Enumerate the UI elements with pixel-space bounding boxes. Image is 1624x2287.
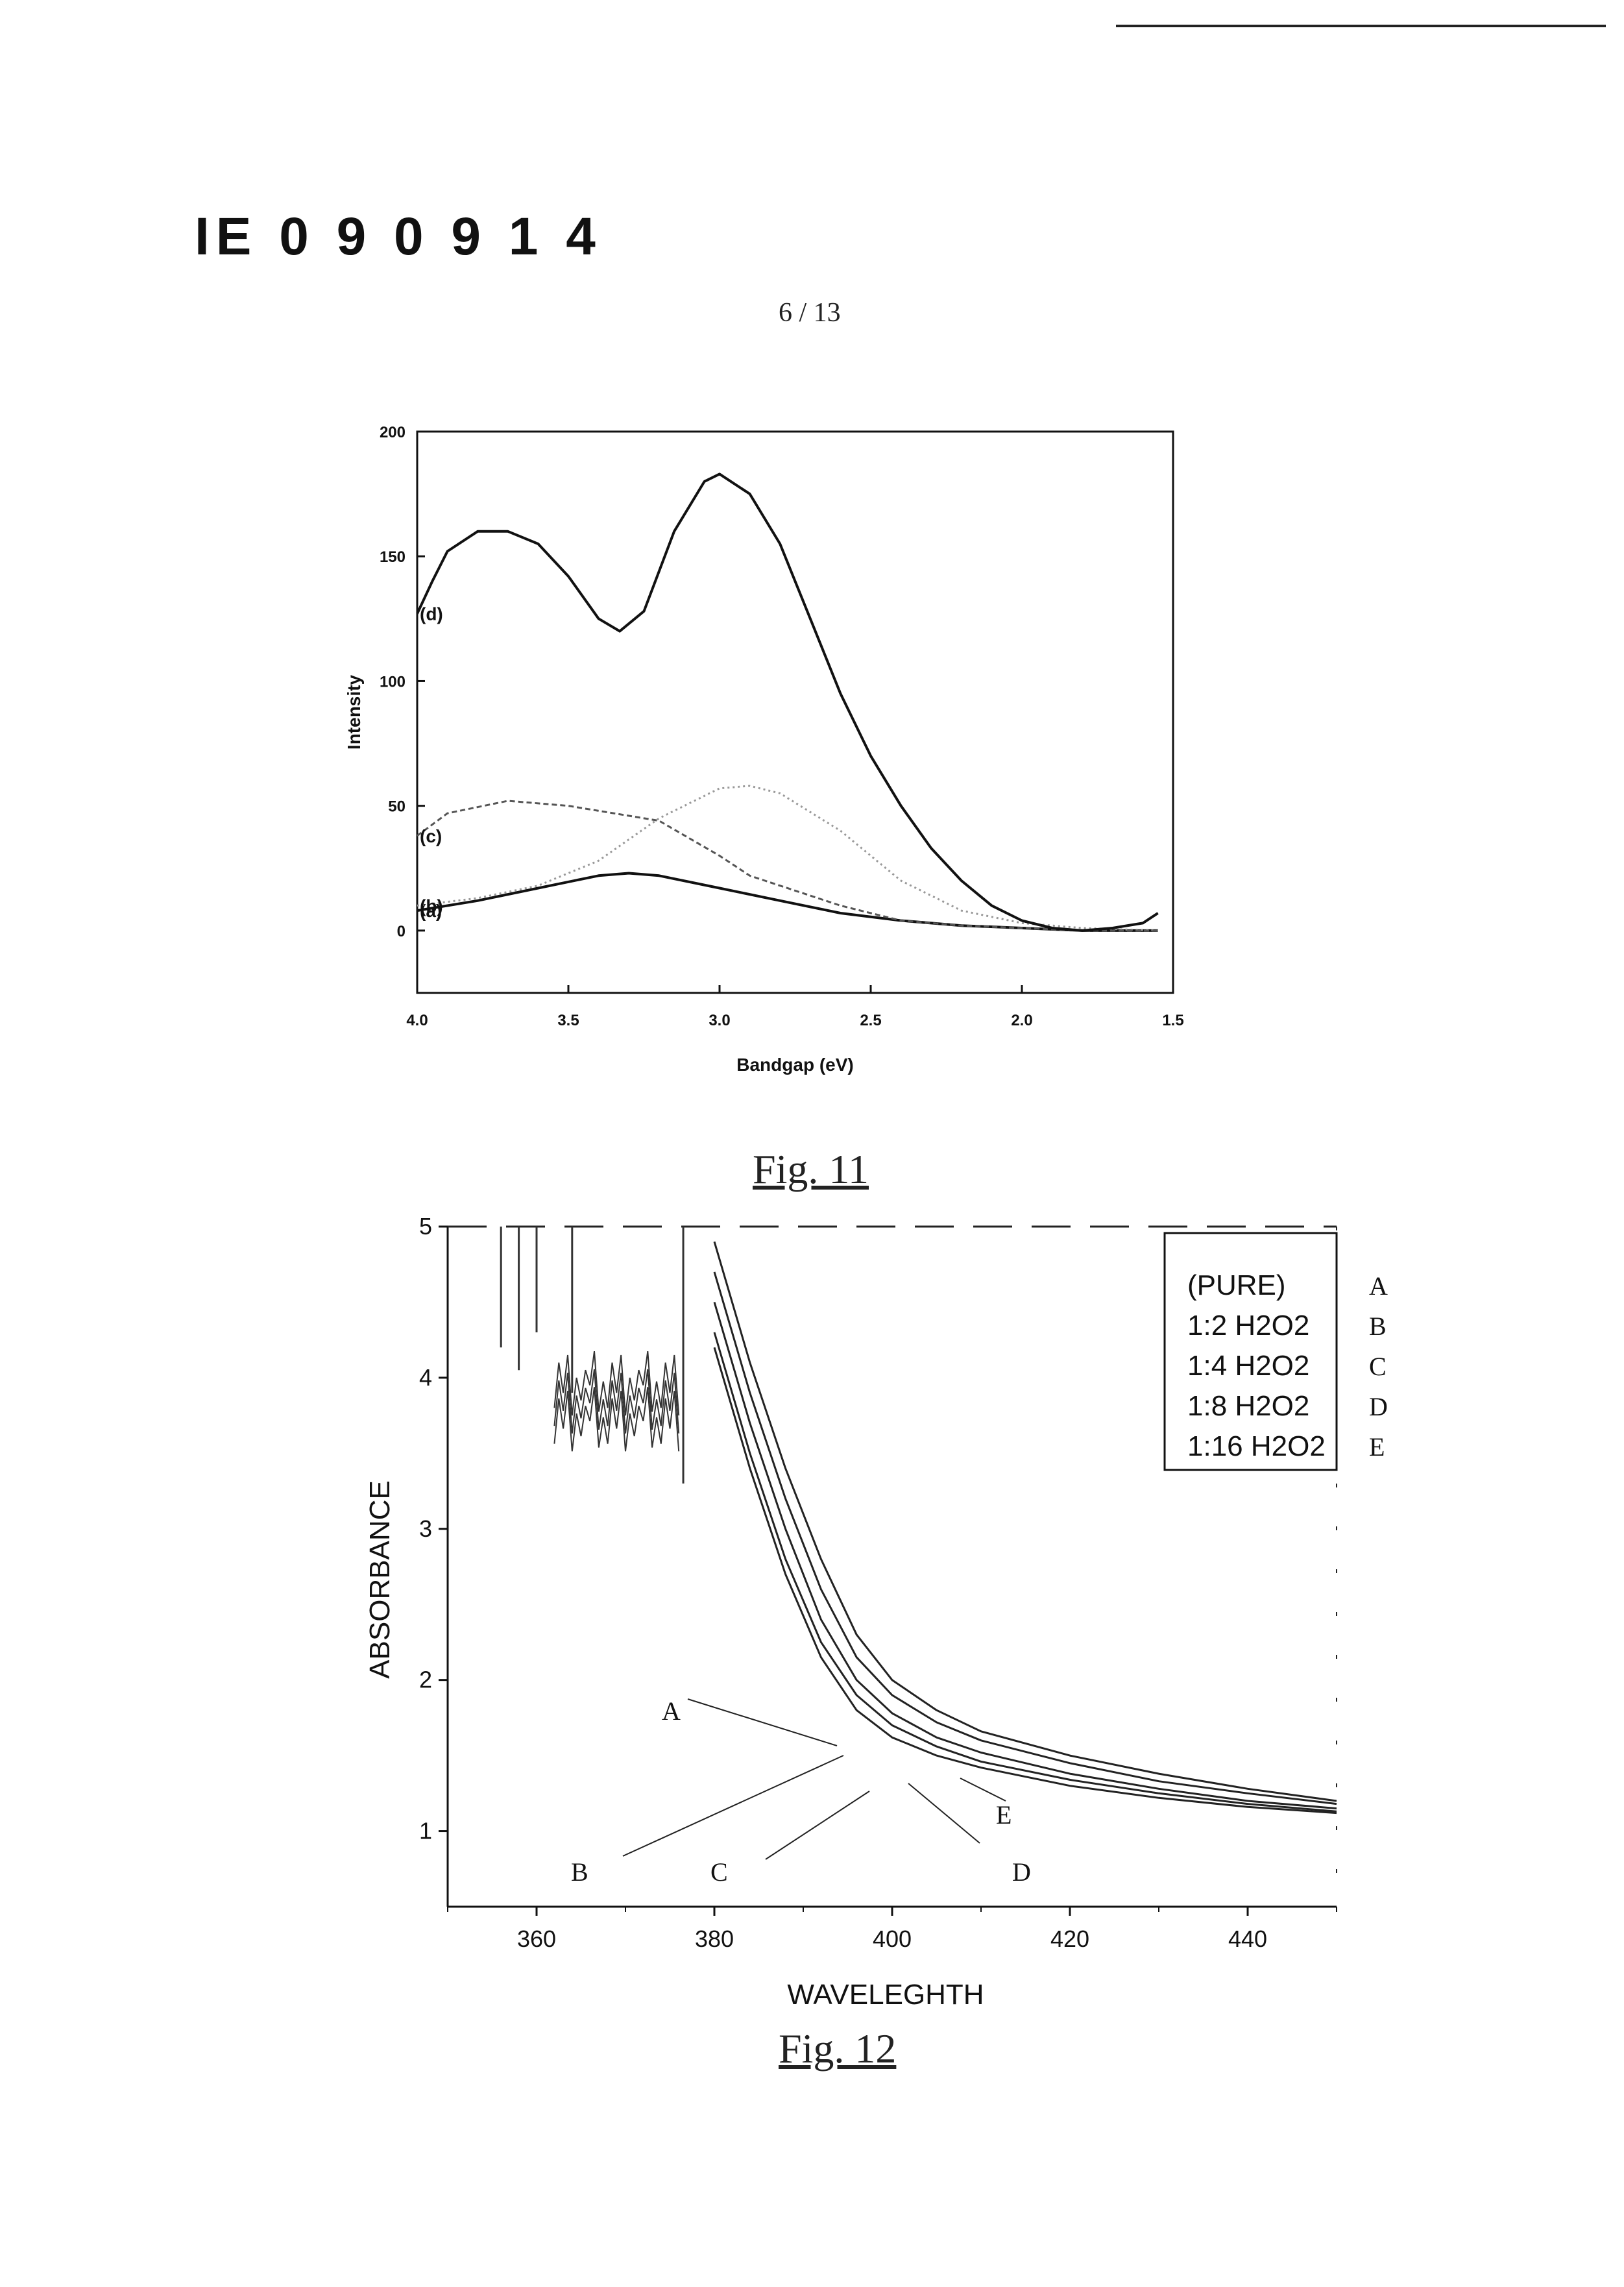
- fig12-legend-entry: 1:2 H2O2: [1187, 1310, 1309, 1341]
- fig12-y-tick-label: 5: [419, 1213, 432, 1240]
- fig12-legend-letter: A: [1369, 1271, 1388, 1301]
- fig12-legend-entry: 1:4 H2O2: [1187, 1350, 1309, 1382]
- fig12-annotation-E: E: [996, 1800, 1012, 1829]
- fig12-legend-entry: 1:8 H2O2: [1187, 1390, 1309, 1422]
- fig12-x-tick-label: 440: [1228, 1926, 1267, 1952]
- fig12-legend-entry: (PURE): [1187, 1269, 1286, 1301]
- fig12-annotation-B: B: [571, 1857, 588, 1887]
- fig12-annotation-leader: [623, 1755, 843, 1856]
- fig12-legend-letter: B: [1369, 1312, 1387, 1341]
- fig12-x-tick-label: 420: [1050, 1926, 1089, 1952]
- fig12-annotation-C: C: [710, 1857, 728, 1887]
- fig12-legend-entry: 1:16 H2O2: [1187, 1430, 1326, 1462]
- fig12-x-tick-label: 360: [517, 1926, 556, 1952]
- fig12-y-tick-label: 1: [419, 1818, 432, 1844]
- fig12-legend-letter: E: [1369, 1432, 1385, 1461]
- fig12-legend-letter: C: [1369, 1352, 1387, 1381]
- fig12-annotation-D: D: [1012, 1857, 1031, 1887]
- fig12-y-tick-label: 2: [419, 1667, 432, 1693]
- fig12-x-tick-label: 400: [873, 1926, 912, 1952]
- fig12-annotation-leader: [766, 1791, 869, 1859]
- fig12-caption: Fig. 12: [779, 2025, 896, 2073]
- fig12-annotation-leader: [960, 1778, 1006, 1801]
- fig12-x-tick-label: 380: [695, 1926, 734, 1952]
- fig12-annotation-leader: [908, 1783, 980, 1843]
- fig12-y-tick-label: 4: [419, 1364, 432, 1391]
- fig12-legend-letter: D: [1369, 1392, 1388, 1421]
- fig12-y-axis-label: ABSORBANCE: [364, 1480, 396, 1679]
- fig12-y-tick-label: 3: [419, 1515, 432, 1542]
- fig12-annotation-leader: [688, 1699, 837, 1746]
- fig12-x-axis-label: WAVELEGHTH: [787, 1979, 984, 2011]
- fig12-annotation-A: A: [662, 1696, 681, 1726]
